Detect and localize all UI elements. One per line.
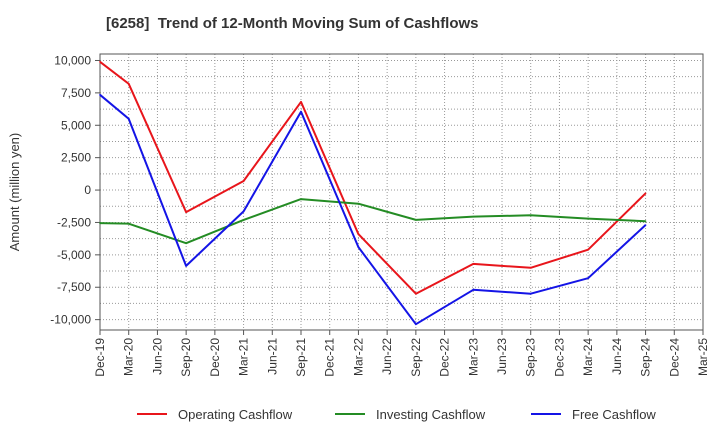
free-cashflow-point (242, 210, 245, 213)
free-cashflow-point (357, 246, 360, 248)
y-tick-label: -5,000 (57, 248, 91, 262)
operating-cashflow-point (644, 192, 647, 195)
investing-cashflow-point (472, 215, 475, 218)
x-tick-label: Jun-23 (495, 338, 509, 375)
x-tick-label: Sep-22 (409, 338, 423, 377)
investing-cashflow-point (185, 242, 187, 244)
free-cashflow-line (99, 94, 647, 326)
x-axis-ticks: Dec-19 Mar-20 Jun-20 Sep-20 Dec-20 Mar-21 Jun-… (93, 330, 710, 377)
x-tick-label: Mar-24 (581, 338, 595, 376)
free-cashflow-point (644, 224, 647, 226)
operating-cashflow-line (99, 61, 647, 295)
investing-cashflow-point (357, 202, 360, 205)
free-cashflow-point (127, 117, 130, 120)
y-tick-label: 0 (84, 183, 91, 197)
x-tick-label: Dec-20 (208, 338, 222, 377)
legend-item-operating-cashflow: Operating Cashflow (137, 407, 293, 422)
y-tick-label: -10,000 (50, 313, 91, 327)
investing-cashflow-point (644, 220, 647, 222)
x-tick-label: Jun-24 (610, 338, 624, 375)
y-tick-label: -7,500 (57, 280, 91, 294)
free-cashflow-point (300, 110, 302, 113)
x-tick-label: Dec-21 (323, 338, 337, 377)
investing-cashflow-point (415, 219, 417, 221)
legend-item-investing-cashflow: Investing Cashflow (335, 407, 486, 422)
x-tick-label: Sep-21 (294, 338, 308, 377)
operating-cashflow-point (99, 60, 101, 63)
operating-cashflow-point (242, 180, 245, 182)
x-tick-label: Mar-20 (122, 338, 136, 376)
x-tick-label: Sep-23 (524, 338, 538, 377)
investing-cashflow-point (127, 222, 130, 225)
y-tick-label: 2,500 (61, 151, 91, 165)
operating-cashflow-point (415, 292, 417, 295)
x-tick-label: Jun-22 (380, 338, 394, 375)
x-tick-label: Mar-21 (237, 338, 251, 376)
x-tick-label: Sep-20 (179, 338, 193, 377)
operating-cashflow-point (127, 83, 130, 85)
operating-cashflow-point (357, 233, 360, 235)
legend-label: Free Cashflow (572, 407, 656, 422)
chart-title: [6258] Trend of 12-Month Moving Sum of C… (106, 15, 479, 32)
legend-label: Operating Cashflow (178, 407, 293, 422)
investing-cashflow-point (242, 219, 245, 221)
gridlines (99, 54, 704, 330)
x-tick-label: Mar-25 (696, 338, 710, 376)
operating-cashflow-point (587, 248, 589, 251)
legend: Operating Cashflow Investing Cashflow Free… (137, 407, 656, 422)
free-cashflow-point (587, 277, 589, 279)
investing-cashflow-point (99, 222, 101, 224)
x-tick-label: Jun-21 (265, 338, 279, 375)
operating-cashflow-point (185, 211, 187, 213)
free-cashflow-point (472, 289, 475, 291)
x-tick-label: Dec-24 (667, 338, 681, 377)
operating-cashflow-point (300, 101, 302, 103)
x-tick-label: Dec-19 (93, 338, 107, 377)
free-cashflow-point (415, 323, 417, 325)
x-tick-label: Sep-24 (639, 338, 653, 377)
y-tick-label: -2,500 (57, 215, 91, 229)
investing-cashflow-point (529, 214, 532, 217)
free-cashflow-point (529, 292, 532, 295)
x-tick-label: Dec-23 (552, 338, 566, 377)
free-cashflow-point (99, 94, 101, 96)
y-axis-ticks: 10,000 7,500 5,000 2,500 0 -2,500 -5,000 -7,500… (50, 53, 100, 327)
y-axis-title: Amount (million yen) (7, 133, 22, 252)
x-tick-label: Mar-23 (466, 338, 480, 376)
series-lines (99, 60, 647, 326)
investing-cashflow-point (587, 217, 589, 220)
y-tick-label: 10,000 (54, 53, 91, 67)
x-tick-label: Mar-22 (351, 338, 365, 376)
y-tick-label: 5,000 (61, 118, 91, 132)
legend-label: Investing Cashflow (376, 407, 486, 422)
investing-cashflow-point (300, 198, 302, 200)
operating-cashflow-point (529, 267, 532, 269)
plot-frame (99, 53, 704, 331)
x-tick-label: Dec-22 (438, 338, 452, 377)
operating-cashflow-point (472, 263, 475, 265)
y-tick-label: 7,500 (61, 86, 91, 100)
legend-item-free-cashflow: Free Cashflow (531, 407, 656, 422)
x-tick-label: Jun-20 (150, 338, 164, 375)
free-cashflow-point (185, 265, 187, 267)
investing-cashflow-line (99, 198, 646, 245)
